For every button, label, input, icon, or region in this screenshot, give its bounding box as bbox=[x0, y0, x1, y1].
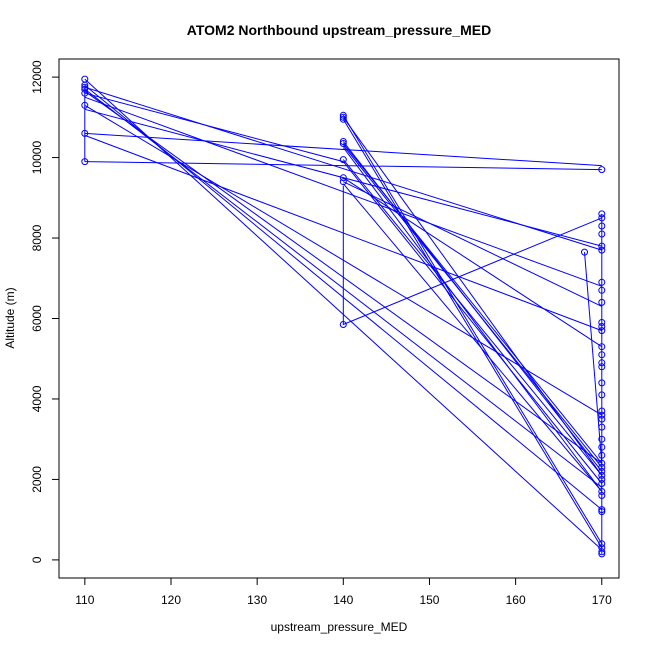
series-line-21 bbox=[342, 147, 603, 492]
data-point-51 bbox=[598, 488, 606, 495]
x-tick-label: 140 bbox=[333, 593, 353, 607]
data-point-37 bbox=[598, 391, 606, 399]
data-point-31 bbox=[598, 327, 606, 335]
data-point-21 bbox=[598, 214, 606, 222]
data-point-55 bbox=[598, 540, 606, 548]
x-tick-label: 110 bbox=[75, 593, 94, 607]
chart-title: ATOM2 Northbound upstream_pressure_MED bbox=[187, 22, 491, 38]
y-tick-label: 8000 bbox=[30, 224, 44, 251]
data-point-44 bbox=[598, 451, 606, 459]
data-point-16 bbox=[339, 178, 347, 186]
data-point-29 bbox=[598, 319, 606, 326]
series-line-19 bbox=[342, 143, 603, 464]
data-point-35 bbox=[598, 363, 606, 371]
data-point-9 bbox=[339, 111, 347, 119]
series-line-23 bbox=[343, 177, 603, 348]
y-tick-label: 4000 bbox=[30, 385, 44, 412]
data-point-42 bbox=[598, 435, 606, 443]
data-point-12 bbox=[339, 138, 347, 145]
series-line-11 bbox=[84, 132, 602, 167]
data-point-8 bbox=[81, 158, 89, 166]
y-tick-label: 12000 bbox=[30, 60, 44, 94]
data-point-27 bbox=[598, 286, 606, 294]
y-tick-label: 10000 bbox=[30, 141, 44, 175]
series-line-26 bbox=[342, 185, 602, 326]
data-point-25 bbox=[598, 246, 606, 254]
data-point-18 bbox=[581, 248, 588, 256]
series-line-15 bbox=[342, 115, 603, 545]
data-point-10 bbox=[339, 113, 347, 121]
series-line-17 bbox=[342, 119, 603, 549]
data-point-40 bbox=[598, 415, 606, 423]
data-point-24 bbox=[598, 242, 606, 250]
data-point-14 bbox=[339, 156, 347, 164]
data-point-5 bbox=[81, 89, 89, 97]
x-tick-label: 130 bbox=[247, 593, 267, 607]
x-axis-label: upstream_pressure_MED bbox=[271, 620, 408, 634]
data-point-17 bbox=[339, 321, 347, 328]
x-axis: 110 120 130 140 150 160 170 bbox=[75, 577, 612, 607]
data-point-43 bbox=[598, 443, 606, 451]
y-axis: 0 2000 4000 6000 8000 10000 12000 bbox=[30, 60, 60, 563]
data-point-22 bbox=[598, 222, 606, 230]
series-line-24 bbox=[343, 181, 603, 307]
data-point-48 bbox=[598, 471, 606, 479]
data-point-28 bbox=[598, 298, 606, 306]
x-tick-label: 150 bbox=[419, 593, 439, 607]
series-line-25 bbox=[342, 183, 603, 492]
data-point-7 bbox=[81, 129, 89, 137]
data-point-45 bbox=[598, 459, 606, 467]
data-point-30 bbox=[598, 323, 606, 330]
x-tick-label: 120 bbox=[161, 593, 181, 607]
data-point-26 bbox=[598, 278, 606, 286]
data-point-52 bbox=[598, 492, 606, 499]
data-point-38 bbox=[598, 407, 606, 415]
data-point-13 bbox=[339, 140, 347, 147]
data-point-6 bbox=[81, 101, 89, 109]
y-tick-label: 6000 bbox=[30, 305, 44, 332]
data-point-20 bbox=[598, 210, 606, 218]
data-point-4 bbox=[81, 85, 89, 93]
data-point-53 bbox=[598, 506, 606, 514]
data-point-36 bbox=[598, 379, 606, 387]
data-point-49 bbox=[598, 475, 606, 483]
series-line-14 bbox=[84, 161, 602, 171]
y-tick-label: 0 bbox=[30, 556, 44, 563]
data-point-41 bbox=[598, 423, 606, 431]
x-tick-label: 170 bbox=[592, 593, 612, 607]
data-point-50 bbox=[598, 480, 606, 487]
data-point-2 bbox=[81, 81, 89, 89]
series-line-22 bbox=[342, 159, 603, 476]
data-point-58 bbox=[598, 550, 606, 558]
data-point-57 bbox=[598, 548, 606, 556]
data-point-47 bbox=[598, 467, 606, 475]
data-point-23 bbox=[598, 230, 606, 238]
data-point-54 bbox=[598, 508, 606, 516]
y-tick-label: 2000 bbox=[30, 466, 44, 493]
data-point-11 bbox=[339, 115, 347, 123]
x-tick-label: 160 bbox=[506, 593, 526, 607]
series-line-20 bbox=[342, 145, 603, 468]
y-axis-label: Altitude (m) bbox=[3, 287, 17, 348]
plot-area bbox=[81, 75, 606, 558]
data-point-46 bbox=[598, 463, 606, 471]
data-point-39 bbox=[598, 411, 606, 419]
data-point-33 bbox=[598, 351, 606, 359]
data-point-19 bbox=[598, 166, 606, 174]
data-point-15 bbox=[339, 174, 347, 182]
data-point-32 bbox=[598, 343, 606, 351]
data-point-34 bbox=[598, 359, 606, 367]
